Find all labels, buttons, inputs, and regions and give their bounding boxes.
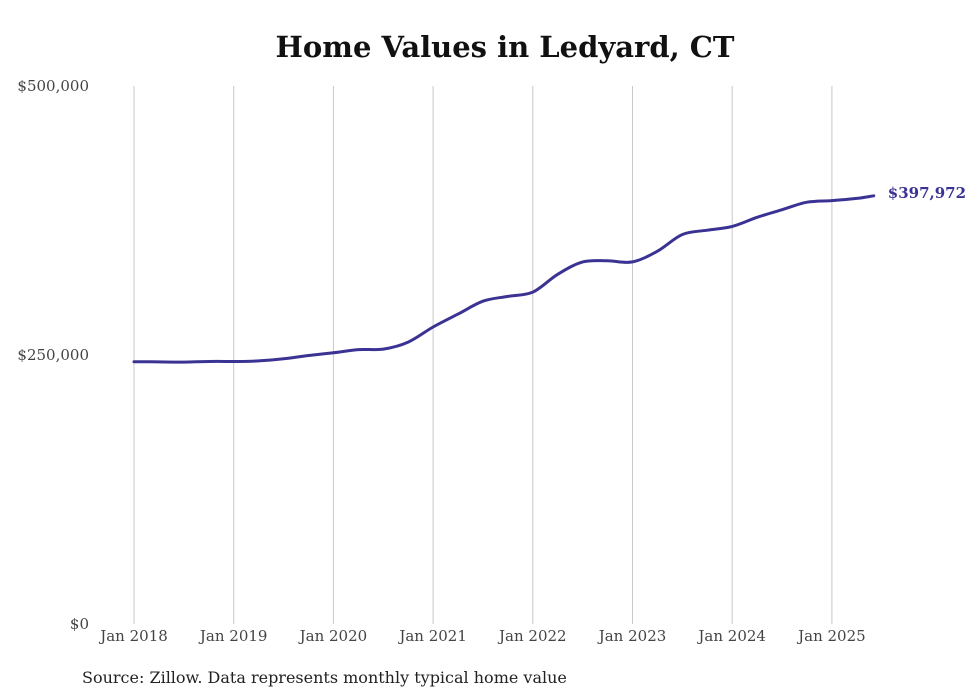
home-value-line	[132, 194, 876, 364]
y-tick-label: $0	[70, 615, 89, 633]
x-tick-label: Jan 2024	[696, 627, 766, 645]
x-tick-label: Jan 2021	[397, 627, 467, 645]
vertical-gridlines	[133, 86, 833, 624]
x-tick-label: Jan 2018	[98, 627, 168, 645]
x-tick-label: Jan 2022	[497, 627, 567, 645]
y-tick-label: $500,000	[17, 77, 89, 95]
y-tick-label: $250,000	[17, 346, 89, 364]
x-axis-tick-labels: Jan 2018 Jan 2019 Jan 2020 Jan 2021 Jan 2022…	[98, 627, 865, 645]
x-tick-label: Jan 2020	[298, 627, 368, 645]
y-axis-tick-labels: $0 $250,000 $500,000	[17, 77, 89, 633]
chart-title: Home Values in Ledyard, CT	[275, 30, 735, 64]
x-tick-label: Jan 2025	[796, 627, 866, 645]
source-note: Source: Zillow. Data represents monthly …	[82, 668, 567, 687]
x-tick-label: Jan 2019	[198, 627, 268, 645]
x-tick-label: Jan 2023	[597, 627, 667, 645]
latest-value-label: $397,972	[888, 184, 966, 202]
